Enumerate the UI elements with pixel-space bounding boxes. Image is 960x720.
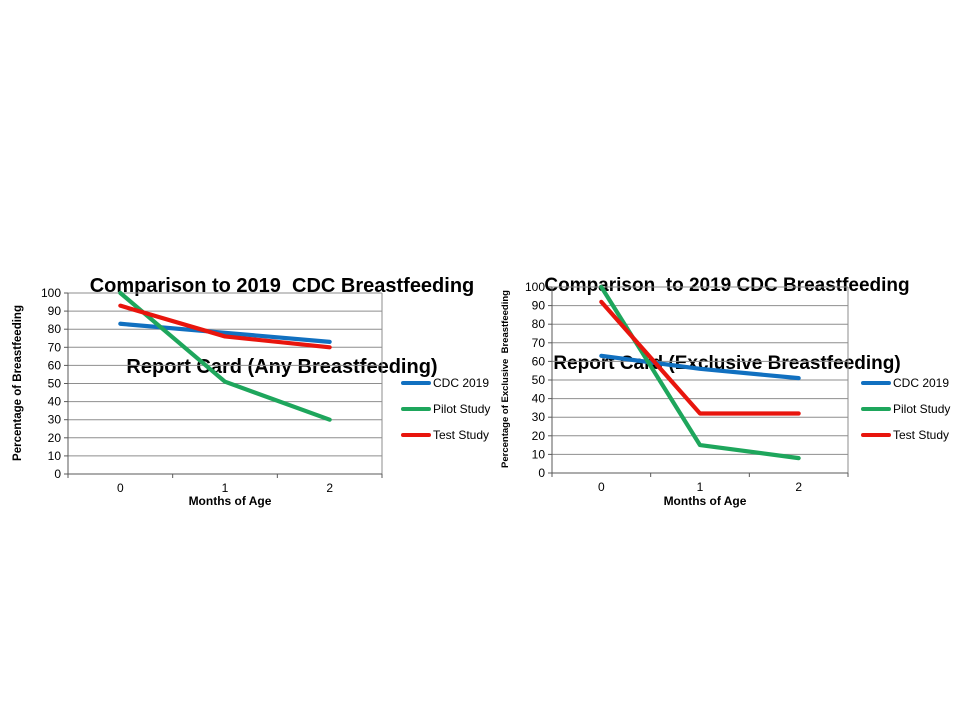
legend-item: Test Study (401, 422, 490, 448)
svg-text:60: 60 (532, 354, 546, 368)
svg-text:0: 0 (117, 481, 124, 495)
legend-line-cdc-2019 (861, 380, 891, 386)
svg-text:100: 100 (525, 280, 545, 294)
x-axis-title: Months of Age (663, 494, 747, 508)
svg-text:30: 30 (532, 410, 546, 424)
legend-line-pilot-study (401, 406, 431, 412)
legend-line-test-study (861, 432, 891, 438)
svg-text:20: 20 (532, 429, 546, 443)
svg-text:50: 50 (48, 377, 62, 391)
svg-text:0: 0 (538, 466, 545, 480)
svg-text:30: 30 (48, 413, 62, 427)
svg-text:60: 60 (48, 358, 62, 372)
legend-item: Test Study (861, 422, 950, 448)
svg-text:2: 2 (795, 480, 802, 494)
svg-text:80: 80 (532, 317, 546, 331)
legend: CDC 2019 Pilot Study Test Study (401, 370, 490, 448)
svg-text:10: 10 (532, 447, 546, 461)
svg-text:0: 0 (54, 467, 61, 481)
svg-text:90: 90 (532, 299, 546, 313)
legend-line-test-study (401, 432, 431, 438)
svg-text:1: 1 (697, 480, 704, 494)
legend-label: Pilot Study (433, 402, 491, 416)
legend-item: Pilot Study (861, 396, 950, 422)
plot-area: 0 10 20 30 40 50 60 70 80 90 100 0 1 2 (41, 286, 383, 495)
legend-label: Pilot Study (893, 402, 951, 416)
svg-text:80: 80 (48, 322, 62, 336)
svg-text:1: 1 (222, 481, 229, 495)
chart-title-line1: Comparison to 2019 CDC Breastfeeding (544, 275, 910, 296)
legend-label: CDC 2019 (433, 376, 490, 390)
svg-text:90: 90 (48, 304, 62, 318)
svg-text:0: 0 (598, 480, 605, 494)
svg-text:100: 100 (41, 286, 61, 300)
plot-area: 0 10 20 30 40 50 60 70 80 90 100 0 1 2 (525, 280, 849, 494)
legend-line-pilot-study (861, 406, 891, 412)
svg-text:40: 40 (48, 395, 62, 409)
legend-item: CDC 2019 (861, 370, 950, 396)
svg-text:70: 70 (532, 336, 546, 350)
svg-text:10: 10 (48, 449, 62, 463)
svg-text:20: 20 (48, 431, 62, 445)
legend-item: CDC 2019 (401, 370, 490, 396)
svg-text:50: 50 (532, 373, 546, 387)
legend: CDC 2019 Pilot Study Test Study (861, 370, 950, 448)
legend-label: Test Study (433, 428, 490, 442)
svg-text:70: 70 (48, 340, 62, 354)
chart-title-line2: Report Card (Any Breastfeeding) (126, 356, 438, 378)
legend-label: CDC 2019 (893, 376, 950, 390)
svg-text:40: 40 (532, 392, 546, 406)
x-axis-title: Months of Age (188, 494, 272, 508)
legend-line-cdc-2019 (401, 380, 431, 386)
legend-item: Pilot Study (401, 396, 490, 422)
svg-text:2: 2 (326, 481, 333, 495)
legend-label: Test Study (893, 428, 950, 442)
